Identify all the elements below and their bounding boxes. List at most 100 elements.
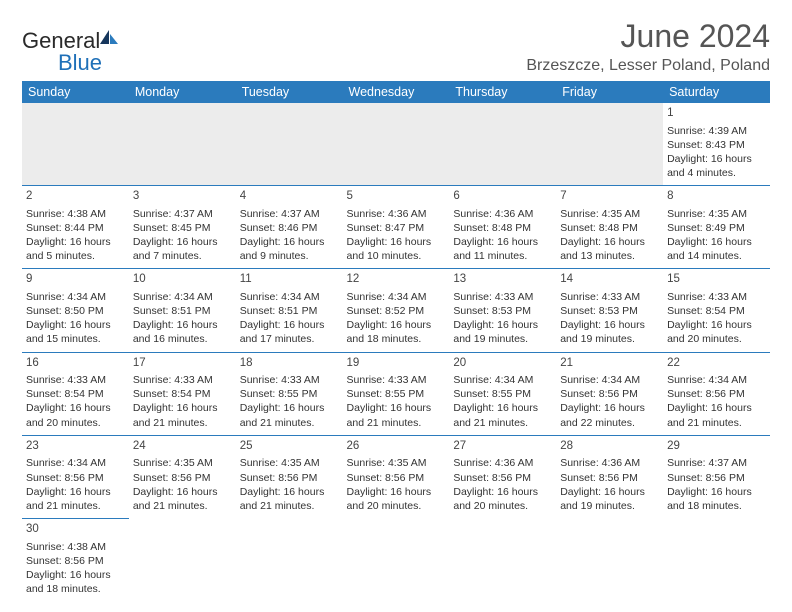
calendar-cell: 7Sunrise: 4:35 AMSunset: 8:48 PMDaylight… (556, 186, 663, 269)
sunrise-text: Sunrise: 4:33 AM (667, 290, 766, 304)
daylight-text: Daylight: 16 hours and 21 minutes. (133, 485, 232, 513)
sunrise-text: Sunrise: 4:38 AM (26, 207, 125, 221)
day-header: Sunday (22, 81, 129, 103)
daylight-text: Daylight: 16 hours and 20 minutes. (26, 401, 125, 429)
page-title: June 2024 (526, 18, 770, 55)
sunrise-text: Sunrise: 4:34 AM (347, 290, 446, 304)
daylight-text: Daylight: 16 hours and 19 minutes. (560, 485, 659, 513)
day-number: 24 (133, 439, 232, 455)
calendar-cell (343, 519, 450, 602)
header: GeneralBlue June 2024 Brzeszcze, Lesser … (22, 18, 770, 75)
day-number: 29 (667, 439, 766, 455)
day-header: Thursday (449, 81, 556, 103)
sunset-text: Sunset: 8:55 PM (240, 387, 339, 401)
calendar-cell: 1Sunrise: 4:39 AMSunset: 8:43 PMDaylight… (663, 103, 770, 186)
daylight-text: Daylight: 16 hours and 21 minutes. (667, 401, 766, 429)
sunset-text: Sunset: 8:54 PM (667, 304, 766, 318)
sunrise-text: Sunrise: 4:34 AM (453, 373, 552, 387)
sunset-text: Sunset: 8:53 PM (560, 304, 659, 318)
calendar-cell: 20Sunrise: 4:34 AMSunset: 8:55 PMDayligh… (449, 352, 556, 435)
daylight-text: Daylight: 16 hours and 21 minutes. (26, 485, 125, 513)
calendar-cell: 29Sunrise: 4:37 AMSunset: 8:56 PMDayligh… (663, 435, 770, 518)
daylight-text: Daylight: 16 hours and 20 minutes. (667, 318, 766, 346)
location-text: Brzeszcze, Lesser Poland, Poland (526, 57, 770, 75)
sunrise-text: Sunrise: 4:37 AM (667, 456, 766, 470)
sunset-text: Sunset: 8:54 PM (133, 387, 232, 401)
daylight-text: Daylight: 16 hours and 18 minutes. (667, 485, 766, 513)
sunset-text: Sunset: 8:56 PM (347, 471, 446, 485)
sunset-text: Sunset: 8:55 PM (347, 387, 446, 401)
calendar-table: Sunday Monday Tuesday Wednesday Thursday… (22, 81, 770, 601)
daylight-text: Daylight: 16 hours and 21 minutes. (240, 401, 339, 429)
daylight-text: Daylight: 16 hours and 20 minutes. (347, 485, 446, 513)
daylight-text: Daylight: 16 hours and 10 minutes. (347, 235, 446, 263)
sunrise-text: Sunrise: 4:34 AM (560, 373, 659, 387)
day-number: 19 (347, 356, 446, 372)
sunset-text: Sunset: 8:45 PM (133, 221, 232, 235)
sunset-text: Sunset: 8:51 PM (133, 304, 232, 318)
calendar-cell: 19Sunrise: 4:33 AMSunset: 8:55 PMDayligh… (343, 352, 450, 435)
calendar-row: 30Sunrise: 4:38 AMSunset: 8:56 PMDayligh… (22, 519, 770, 602)
calendar-cell: 11Sunrise: 4:34 AMSunset: 8:51 PMDayligh… (236, 269, 343, 352)
calendar-cell: 15Sunrise: 4:33 AMSunset: 8:54 PMDayligh… (663, 269, 770, 352)
daylight-text: Daylight: 16 hours and 9 minutes. (240, 235, 339, 263)
daylight-text: Daylight: 16 hours and 4 minutes. (667, 152, 766, 180)
sunset-text: Sunset: 8:56 PM (560, 387, 659, 401)
sunset-text: Sunset: 8:49 PM (667, 221, 766, 235)
sunrise-text: Sunrise: 4:34 AM (26, 290, 125, 304)
day-number: 21 (560, 356, 659, 372)
sunrise-text: Sunrise: 4:33 AM (560, 290, 659, 304)
day-number: 27 (453, 439, 552, 455)
calendar-cell: 24Sunrise: 4:35 AMSunset: 8:56 PMDayligh… (129, 435, 236, 518)
day-number: 20 (453, 356, 552, 372)
calendar-cell: 21Sunrise: 4:34 AMSunset: 8:56 PMDayligh… (556, 352, 663, 435)
day-number: 12 (347, 272, 446, 288)
day-number: 9 (26, 272, 125, 288)
sunrise-text: Sunrise: 4:34 AM (26, 456, 125, 470)
day-header: Wednesday (343, 81, 450, 103)
day-header: Friday (556, 81, 663, 103)
sunrise-text: Sunrise: 4:34 AM (667, 373, 766, 387)
sunrise-text: Sunrise: 4:39 AM (667, 124, 766, 138)
calendar-row: 23Sunrise: 4:34 AMSunset: 8:56 PMDayligh… (22, 435, 770, 518)
sunrise-text: Sunrise: 4:36 AM (453, 456, 552, 470)
calendar-cell (343, 103, 450, 186)
calendar-cell: 27Sunrise: 4:36 AMSunset: 8:56 PMDayligh… (449, 435, 556, 518)
daylight-text: Daylight: 16 hours and 11 minutes. (453, 235, 552, 263)
daylight-text: Daylight: 16 hours and 21 minutes. (133, 401, 232, 429)
sunset-text: Sunset: 8:56 PM (26, 554, 125, 568)
day-number: 30 (26, 522, 125, 538)
sunset-text: Sunset: 8:54 PM (26, 387, 125, 401)
daylight-text: Daylight: 16 hours and 18 minutes. (347, 318, 446, 346)
day-number: 10 (133, 272, 232, 288)
day-number: 13 (453, 272, 552, 288)
sunset-text: Sunset: 8:56 PM (26, 471, 125, 485)
sunset-text: Sunset: 8:43 PM (667, 138, 766, 152)
daylight-text: Daylight: 16 hours and 17 minutes. (240, 318, 339, 346)
sunrise-text: Sunrise: 4:35 AM (560, 207, 659, 221)
day-number: 3 (133, 189, 232, 205)
daylight-text: Daylight: 16 hours and 7 minutes. (133, 235, 232, 263)
daylight-text: Daylight: 16 hours and 21 minutes. (453, 401, 552, 429)
calendar-cell: 22Sunrise: 4:34 AMSunset: 8:56 PMDayligh… (663, 352, 770, 435)
calendar-cell (236, 519, 343, 602)
daylight-text: Daylight: 16 hours and 22 minutes. (560, 401, 659, 429)
calendar-cell: 28Sunrise: 4:36 AMSunset: 8:56 PMDayligh… (556, 435, 663, 518)
daylight-text: Daylight: 16 hours and 18 minutes. (26, 568, 125, 596)
sunrise-text: Sunrise: 4:35 AM (133, 456, 232, 470)
calendar-cell (556, 519, 663, 602)
sunrise-text: Sunrise: 4:37 AM (240, 207, 339, 221)
sunrise-text: Sunrise: 4:33 AM (26, 373, 125, 387)
calendar-cell: 18Sunrise: 4:33 AMSunset: 8:55 PMDayligh… (236, 352, 343, 435)
day-number: 16 (26, 356, 125, 372)
sunset-text: Sunset: 8:56 PM (240, 471, 339, 485)
sunset-text: Sunset: 8:56 PM (667, 471, 766, 485)
calendar-cell: 8Sunrise: 4:35 AMSunset: 8:49 PMDaylight… (663, 186, 770, 269)
calendar-cell: 17Sunrise: 4:33 AMSunset: 8:54 PMDayligh… (129, 352, 236, 435)
brand-logo: GeneralBlue (22, 28, 120, 74)
daylight-text: Daylight: 16 hours and 20 minutes. (453, 485, 552, 513)
calendar-cell (129, 519, 236, 602)
day-header-row: Sunday Monday Tuesday Wednesday Thursday… (22, 81, 770, 103)
calendar-cell: 9Sunrise: 4:34 AMSunset: 8:50 PMDaylight… (22, 269, 129, 352)
calendar-cell: 25Sunrise: 4:35 AMSunset: 8:56 PMDayligh… (236, 435, 343, 518)
